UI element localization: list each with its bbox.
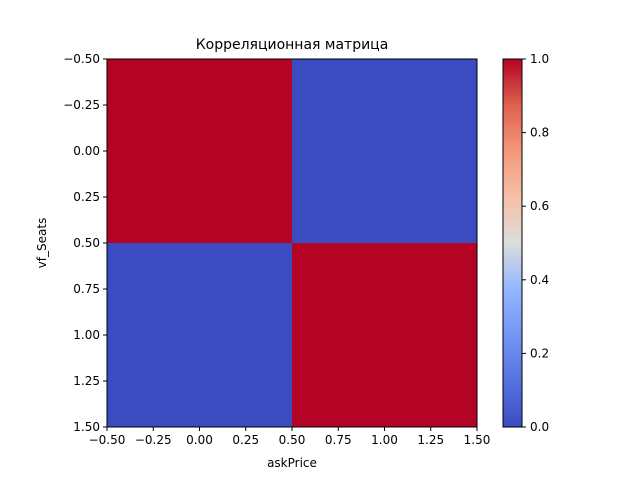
y-tick-label: 0.50 [73, 236, 100, 250]
colorbar-tick-label: 0.6 [530, 199, 549, 213]
y-tick-label: −0.50 [63, 52, 100, 66]
heatmap-cell-0-0 [107, 59, 292, 243]
colorbar-tick-label: 0.4 [530, 273, 549, 287]
x-tick-label: −0.50 [89, 433, 126, 447]
x-tick-label: 1.00 [371, 433, 398, 447]
colorbar-tick-label: 0.2 [530, 346, 549, 360]
x-axis-label: askPrice [267, 456, 317, 470]
y-tick-label: 0.75 [73, 282, 100, 296]
colorbar-tick-label: 0.0 [530, 420, 549, 434]
y-axis-label: vf_Seats [35, 218, 49, 269]
x-tick-label: 1.50 [464, 433, 491, 447]
x-tick-label: 0.00 [186, 433, 213, 447]
colorbar-ticks: 0.0 0.2 0.4 0.6 0.8 1.0 [522, 52, 549, 434]
heatmap-cell-1-1 [292, 243, 477, 427]
y-tick-label: 1.25 [73, 374, 100, 388]
y-tick-label: 1.00 [73, 328, 100, 342]
x-tick-label: 0.50 [279, 433, 306, 447]
colorbar: 0.0 0.2 0.4 0.6 0.8 1.0 [502, 52, 549, 434]
x-axis: −0.50 −0.25 0.00 0.25 0.50 0.75 1.00 1.25 1.50 [89, 427, 491, 447]
y-tick-label: 0.00 [73, 144, 100, 158]
colorbar-tick-label: 1.0 [530, 52, 549, 66]
heatmap-cell-1-0 [107, 243, 292, 427]
colorbar-gradient [503, 59, 522, 427]
y-tick-label: 0.25 [73, 190, 100, 204]
x-tick-label: 0.25 [232, 433, 259, 447]
heatmap-cells [107, 59, 477, 427]
x-tick-label: 0.75 [325, 433, 352, 447]
colorbar-frame [502, 58, 523, 428]
y-tick-label: 1.50 [73, 420, 100, 434]
colorbar-tick-label: 0.8 [530, 126, 549, 140]
x-tick-label: 1.25 [417, 433, 444, 447]
x-tick-label: −0.25 [135, 433, 172, 447]
heatmap-cell-0-1 [292, 59, 477, 243]
y-axis: −0.50 −0.25 0.00 0.25 0.50 0.75 1.00 1.25 1.50 [63, 52, 107, 434]
chart-title: Корреляционная матрица [196, 37, 389, 53]
y-tick-label: −0.25 [63, 98, 100, 112]
